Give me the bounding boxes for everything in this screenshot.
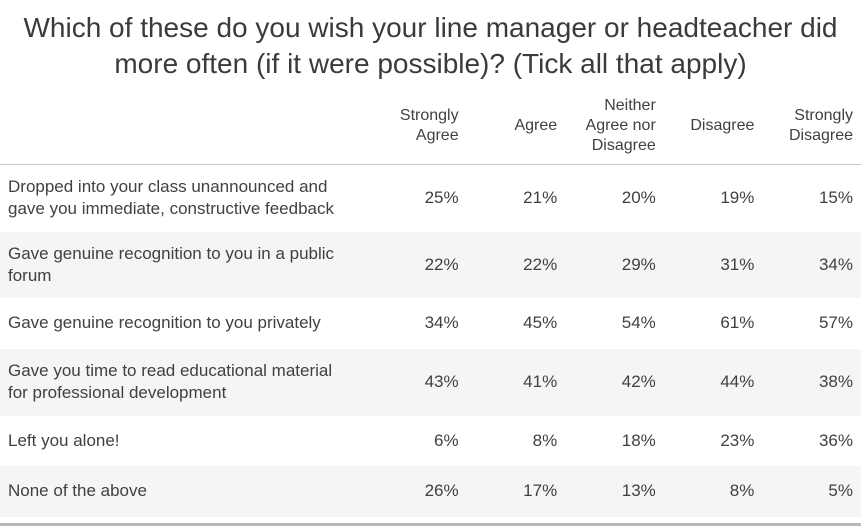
value-cell: 21%: [523, 187, 558, 207]
value-cell: 22%: [523, 254, 558, 274]
value-cell: 20%: [621, 187, 656, 207]
bottom-divider-bar: [0, 523, 861, 526]
table-row: Gave genuine recognition to you in a pub…: [0, 231, 861, 299]
value-cell: 18%: [621, 430, 656, 450]
value-cell: 34%: [818, 254, 853, 274]
value-cell: 13%: [621, 481, 656, 501]
value-cell: 22%: [424, 254, 459, 274]
row-label: Gave you time to read educational materi…: [8, 360, 333, 403]
row-label: Dropped into your class unannounced and …: [8, 176, 335, 219]
value-cell: 41%: [523, 372, 558, 392]
column-header-strongly-disagree: Strongly Disagree: [762, 89, 861, 165]
row-label: None of the above: [8, 481, 147, 501]
value-cell: 26%: [424, 481, 459, 501]
value-cell: 45%: [523, 313, 558, 333]
value-cell: 44%: [720, 372, 755, 392]
value-cell: 36%: [818, 430, 853, 450]
table-row: None of the above 26% 17% 13% 8% 5%: [0, 466, 861, 517]
header-corner-cell: [0, 89, 368, 165]
value-cell: 43%: [424, 372, 459, 392]
row-label: Left you alone!: [8, 430, 120, 450]
value-cell: 42%: [621, 372, 656, 392]
value-cell: 8%: [532, 430, 558, 450]
column-header-neither: Neither Agree nor Disagree: [565, 89, 664, 165]
value-cell: 15%: [818, 187, 853, 207]
value-cell: 5%: [828, 481, 853, 501]
value-cell: 29%: [621, 254, 656, 274]
table-row: Gave genuine recognition to you privatel…: [0, 298, 861, 349]
page-title: Which of these do you wish your line man…: [23, 12, 838, 79]
value-cell: 34%: [424, 313, 459, 333]
survey-results-table: Strongly Agree Agree Neither Agree nor D…: [0, 89, 861, 517]
value-cell: 61%: [720, 313, 755, 333]
column-header-agree: Agree: [466, 89, 566, 165]
value-cell: 57%: [818, 313, 853, 333]
value-cell: 23%: [720, 430, 755, 450]
value-cell: 38%: [818, 372, 853, 392]
value-cell: 17%: [523, 481, 558, 501]
table-body: Dropped into your class unannounced and …: [0, 164, 861, 517]
column-header-disagree: Disagree: [663, 89, 763, 165]
value-cell: 8%: [729, 481, 755, 501]
header-row: Strongly Agree Agree Neither Agree nor D…: [0, 89, 861, 165]
value-cell: 54%: [621, 313, 656, 333]
value-cell: 6%: [434, 430, 459, 450]
table-row: Gave you time to read educational materi…: [0, 348, 861, 416]
table-row: Dropped into your class unannounced and …: [0, 164, 861, 232]
value-cell: 31%: [720, 254, 755, 274]
row-label: Gave genuine recognition to you in a pub…: [8, 243, 335, 285]
value-cell: 25%: [424, 187, 459, 207]
table-header: Strongly Agree Agree Neither Agree nor D…: [0, 89, 861, 165]
column-header-strongly-agree: Strongly Agree: [368, 89, 467, 165]
row-label: Gave genuine recognition to you privatel…: [8, 313, 321, 333]
table-row: Left you alone! 6% 8% 18% 23% 36%: [0, 415, 861, 467]
value-cell: 19%: [720, 187, 755, 207]
